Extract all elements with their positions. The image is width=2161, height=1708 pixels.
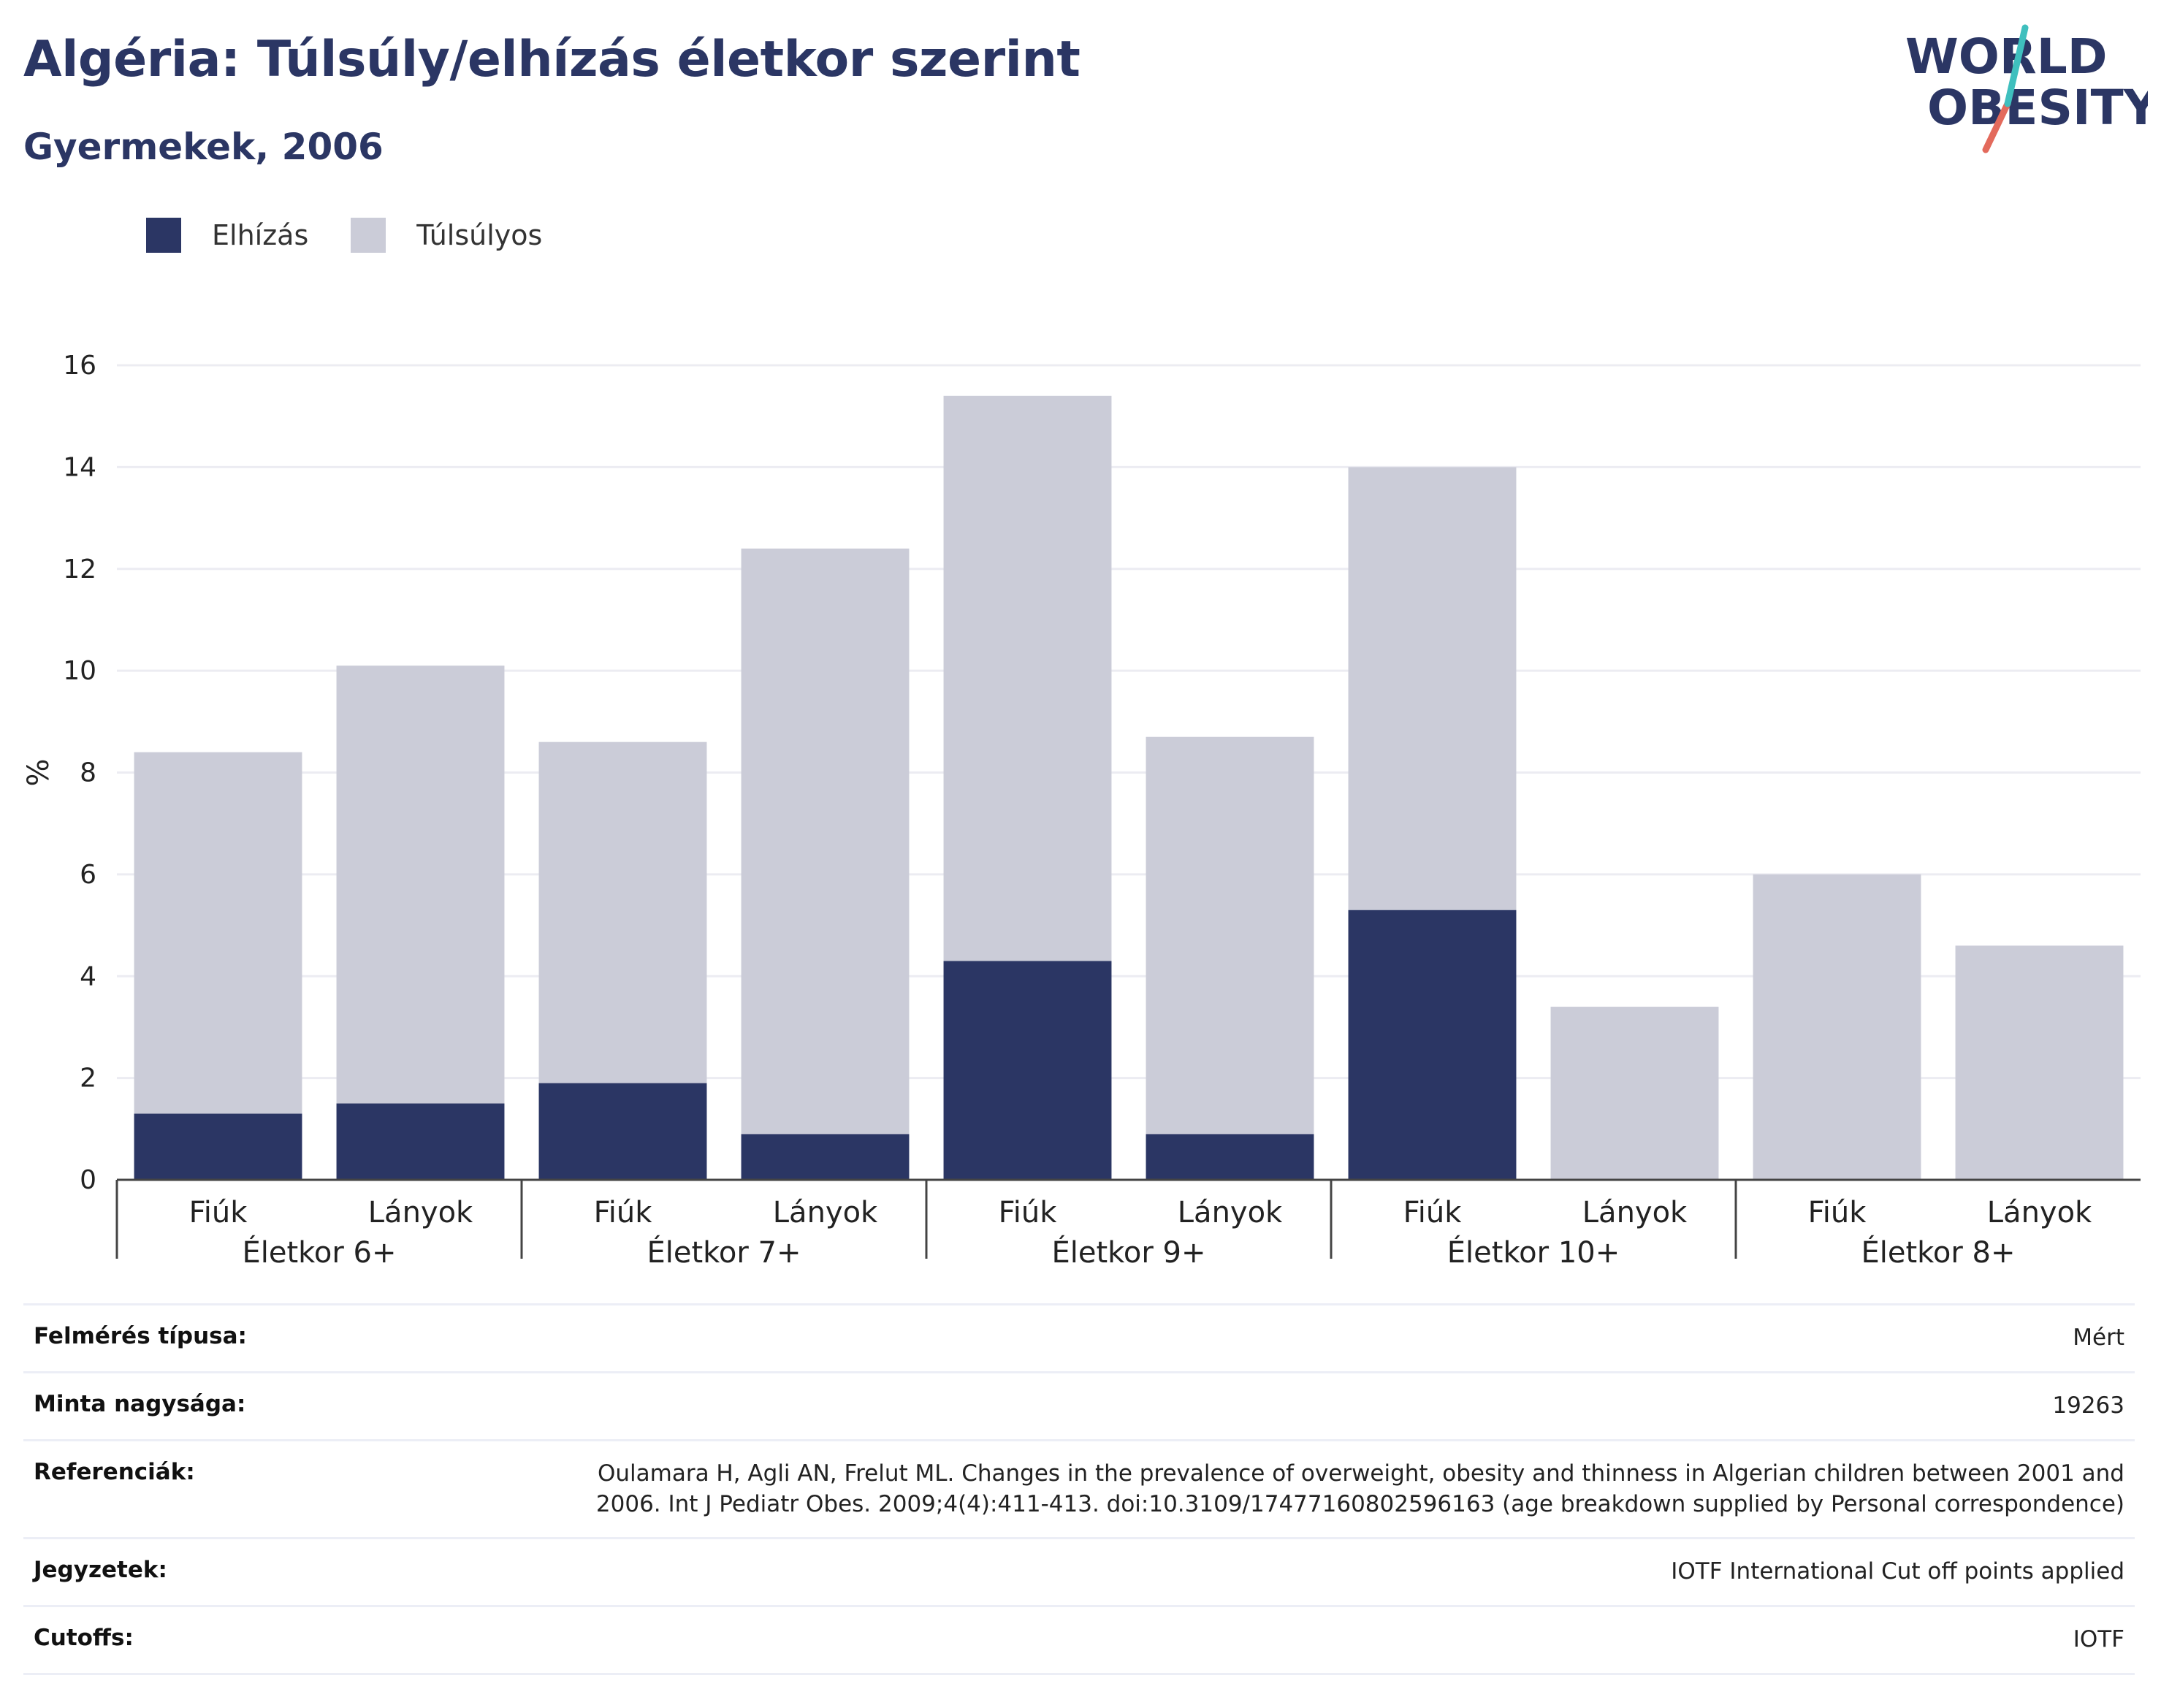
legend-swatch-obesity xyxy=(146,218,181,253)
bar-overweight xyxy=(1550,1007,1719,1180)
bar-overweight xyxy=(134,752,302,1114)
legend-item-overweight[interactable]: Túlsúlyos xyxy=(351,218,542,253)
y-tick-label: 2 xyxy=(80,1064,96,1094)
y-axis-title: % xyxy=(22,758,56,786)
meta-value: Mért xyxy=(2073,1324,2124,1351)
y-tick-label: 4 xyxy=(80,961,96,991)
x-category-label: Lányok xyxy=(1582,1196,1688,1229)
x-group-label: Életkor 7+ xyxy=(647,1235,801,1270)
x-category-label: Lányok xyxy=(368,1196,473,1229)
x-category-label: Lányok xyxy=(1987,1196,2092,1229)
meta-value: 19263 xyxy=(2052,1392,2124,1419)
meta-key: Jegyzetek: xyxy=(34,1557,167,1584)
x-category-label: Fiúk xyxy=(1403,1196,1463,1229)
bar-obesity xyxy=(1146,1134,1314,1180)
chart-legend: Elhízás Túlsúlyos xyxy=(146,218,584,253)
bar-overweight xyxy=(1955,945,2124,1180)
meta-value: IOTF International Cut off points applie… xyxy=(1671,1558,2124,1585)
bar-obesity xyxy=(538,1083,707,1180)
bar-overweight xyxy=(1753,874,1921,1180)
meta-value: IOTF xyxy=(2073,1626,2124,1653)
bar-obesity xyxy=(943,961,1112,1180)
x-category-label: Lányok xyxy=(773,1196,878,1229)
x-category-label: Fiúk xyxy=(594,1196,653,1229)
bar-obesity xyxy=(336,1103,505,1180)
meta-row-references: Referenciák: Oulamara H, Agli AN, Frelut… xyxy=(23,1438,2135,1538)
bar-overweight xyxy=(538,741,707,1083)
bar-obesity xyxy=(741,1134,910,1180)
meta-key: Referenciák: xyxy=(34,1458,195,1485)
meta-key: Felmérés típusa: xyxy=(34,1323,247,1349)
y-tick-label: 14 xyxy=(63,452,96,482)
x-group-label: Életkor 8+ xyxy=(1861,1235,2015,1270)
x-group-label: Életkor 6+ xyxy=(242,1235,396,1270)
bar-obesity xyxy=(1348,910,1517,1180)
legend-swatch-overweight xyxy=(351,218,386,253)
x-category-label: Fiúk xyxy=(1808,1196,1867,1229)
x-category-label: Lányok xyxy=(1178,1196,1283,1229)
bar-obesity xyxy=(134,1113,302,1180)
legend-label-obesity: Elhízás xyxy=(212,219,309,251)
x-group-label: Életkor 10+ xyxy=(1447,1235,1620,1270)
meta-row-sample-size: Minta nagysága: 19263 xyxy=(23,1370,2135,1439)
meta-value: Oulamara H, Agli AN, Frelut ML. Changes … xyxy=(595,1460,2124,1517)
meta-row-cutoffs: Cutoffs: IOTF xyxy=(23,1605,2135,1676)
y-tick-label: 8 xyxy=(80,758,96,788)
meta-row-survey-type: Felmérés típusa: Mért xyxy=(23,1303,2135,1371)
x-category-label: Fiúk xyxy=(999,1196,1058,1229)
y-tick-label: 6 xyxy=(80,860,96,890)
y-tick-label: 12 xyxy=(63,554,96,584)
meta-key: Minta nagysága: xyxy=(34,1390,246,1417)
y-tick-label: 16 xyxy=(63,351,96,381)
metadata-table: Felmérés típusa: Mért Minta nagysága: 19… xyxy=(23,1303,2135,1676)
world-obesity-logo: WORLD OBESITY xyxy=(1899,22,2160,153)
y-tick-label: 0 xyxy=(80,1165,96,1195)
meta-row-notes: Jegyzetek: IOTF International Cut off po… xyxy=(23,1537,2135,1605)
logo-line2: OBESITY xyxy=(1927,80,2148,136)
x-group-label: Életkor 9+ xyxy=(1051,1235,1205,1270)
legend-label-overweight: Túlsúlyos xyxy=(416,219,543,251)
bar-overweight xyxy=(336,666,505,1104)
bar-overweight xyxy=(1146,736,1314,1135)
bar-overweight xyxy=(741,548,910,1135)
bar-overweight xyxy=(1348,467,1517,910)
y-tick-label: 10 xyxy=(63,656,96,686)
chart-title: Algéria: Túlsúly/elhízás életkor szerint xyxy=(23,31,1080,88)
stacked-bar-chart: 0 2 4 6 8 10 12 14 16% Fiúk Lányok Életkor 6+ Fiúk Lá… xyxy=(22,351,2141,1270)
meta-key: Cutoffs: xyxy=(34,1625,134,1652)
logo-line1: WORLD xyxy=(1905,28,2108,85)
legend-item-obesity[interactable]: Elhízás xyxy=(146,218,308,253)
bar-overweight xyxy=(943,395,1112,961)
chart-subtitle: Gyermekek, 2006 xyxy=(23,126,384,168)
x-category-label: Fiúk xyxy=(189,1196,248,1229)
